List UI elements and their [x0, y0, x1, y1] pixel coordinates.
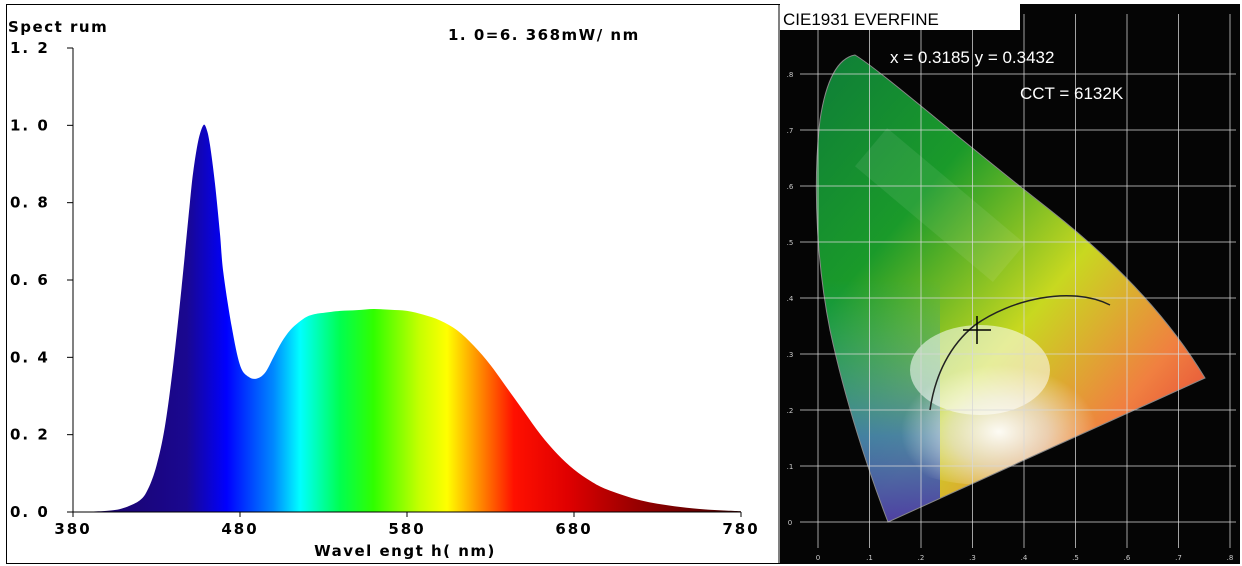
spectrum-chart: Spect rum 1. 0=6. 368mW/ nm 0. 0 0. 2 0. 4…: [8, 18, 759, 560]
cie-y-tick-label: .8: [787, 71, 794, 79]
spectrum-x-tick-label: 680: [555, 520, 592, 538]
spectrum-title: Spect rum: [8, 18, 108, 36]
cie-title: CIE1931 EVERFINE: [783, 10, 939, 29]
cie-y-tick-label: .6: [787, 183, 794, 191]
spectrum-x-tick-label: 580: [388, 520, 425, 538]
spectrum-scale-annotation: 1. 0=6. 368mW/ nm: [448, 26, 640, 44]
spectrum-x-tick-label: 480: [221, 520, 258, 538]
spectrum-area: [73, 124, 741, 512]
cie-coordinates-text: x = 0.3185 y = 0.3432: [890, 48, 1054, 67]
spectrum-x-tick-label: 780: [722, 520, 759, 538]
cie-title-box: [780, 4, 1020, 30]
cie-x-tick-label: .2: [918, 554, 925, 562]
cie-x-tick-label: .1: [866, 554, 873, 562]
spectrum-y-ticks: 0. 0 0. 2 0. 4 0. 6 0. 8 1. 0 1. 2: [10, 39, 73, 521]
spectrum-y-tick-label: 0. 8: [10, 194, 50, 212]
cie-x-tick-label: .7: [1175, 554, 1182, 562]
cie-x-tick-label: 0: [816, 554, 820, 562]
cie-grid: [800, 14, 1236, 548]
cie-x-tick-label: .3: [969, 554, 976, 562]
planckian-locus: [929, 295, 1111, 411]
cie-y-tick-label: .1: [787, 463, 794, 471]
cie-x-tick-labels: 0 .1 .2 .3 .4 .5 .6 .7 .8: [816, 554, 1234, 562]
cie-y-tick-label: .2: [787, 407, 794, 415]
cie-x-tick-label: .6: [1124, 554, 1131, 562]
spectrum-x-tick-label: 380: [54, 520, 91, 538]
cie-y-tick-label: .3: [787, 351, 794, 359]
spectrum-y-tick-label: 0. 0: [10, 503, 50, 521]
cie-x-tick-label: .8: [1227, 554, 1234, 562]
cie-x-tick-label: .5: [1072, 554, 1079, 562]
spectrum-y-tick-label: 0. 2: [10, 426, 50, 444]
cie-y-tick-label: 0: [788, 519, 792, 527]
cie-y-tick-labels: 0 .1 .2 .3 .4 .5 .6 .7 .8: [787, 71, 794, 527]
cie-diagram: 0 .1 .2 .3 .4 .5 .6 .7 .8 0 .1 .2 .3 .4 .5 .6 .7 .8 CIE1…: [778, 4, 1240, 564]
spectrum-y-tick-label: 0. 4: [10, 348, 50, 366]
cie-y-tick-label: .5: [787, 239, 794, 247]
cie-y-tick-label: .7: [787, 127, 794, 135]
cie-x-tick-label: .4: [1021, 554, 1028, 562]
spectrum-x-axis-label: Wavel engt h( nm): [314, 542, 496, 560]
spectrum-y-tick-label: 1. 0: [10, 116, 50, 134]
spectrum-y-tick-label: 0. 6: [10, 271, 50, 289]
cie-y-tick-label: .4: [787, 295, 794, 303]
cie-point-marker: [963, 316, 991, 344]
cie-cct-text: CCT = 6132K: [1020, 84, 1124, 103]
spectrum-x-ticks: 380 480 580 680 780: [54, 512, 759, 538]
spectrum-y-tick-label: 1. 2: [10, 39, 50, 57]
